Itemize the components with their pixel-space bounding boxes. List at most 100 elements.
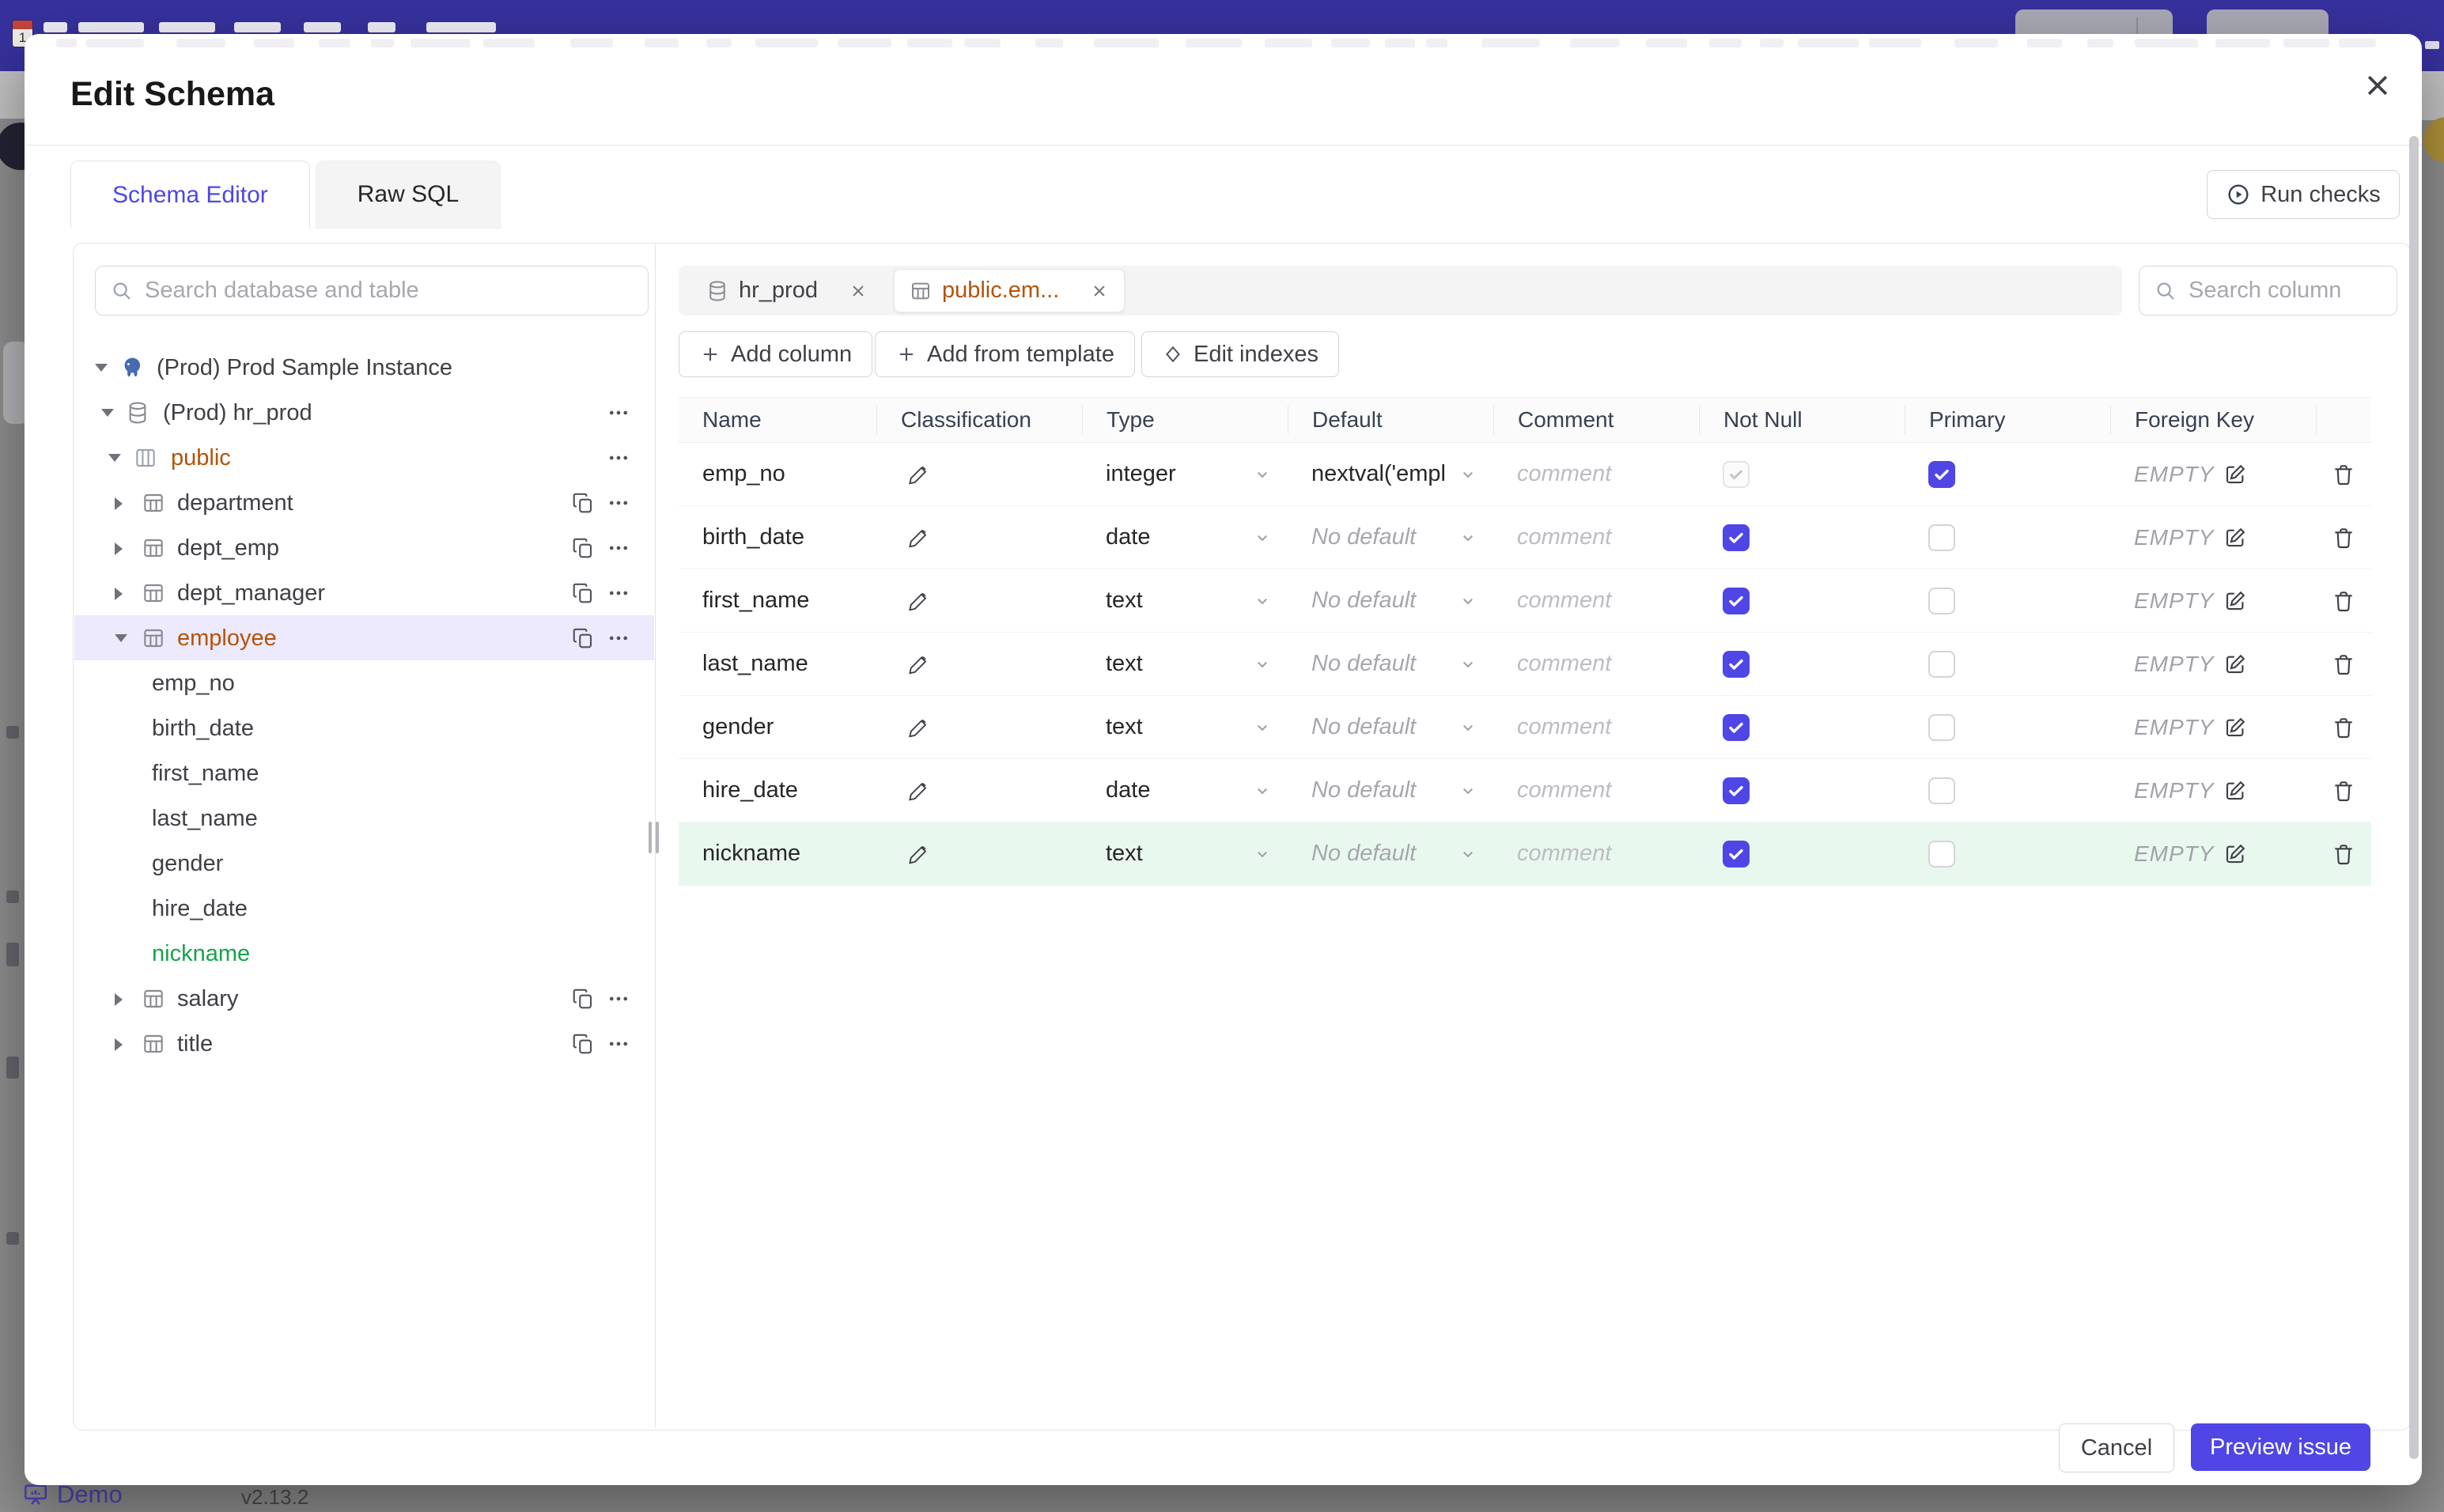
tab-schema-editor[interactable]: Schema Editor (70, 161, 310, 229)
type-cell[interactable]: text (1082, 633, 1288, 695)
copy-icon[interactable] (571, 987, 595, 1011)
preview-issue-button[interactable]: Preview issue (2191, 1423, 2370, 1471)
tab-chip-public-em[interactable]: public.em... (893, 269, 1126, 312)
chevron-down-icon[interactable] (95, 364, 108, 372)
column-name-cell[interactable]: nickname (679, 822, 876, 885)
type-cell[interactable]: text (1082, 822, 1288, 885)
search-input[interactable] (143, 277, 634, 304)
copy-icon[interactable] (571, 581, 595, 605)
trash-icon[interactable] (2331, 588, 2356, 614)
trash-icon[interactable] (2331, 652, 2356, 677)
tree-item-gender[interactable]: gender (74, 841, 654, 886)
pencil-icon[interactable] (906, 716, 930, 739)
tree-item-hire-date[interactable]: hire_date (74, 886, 654, 931)
primary-checkbox[interactable] (1928, 777, 1955, 804)
tree-item-public[interactable]: public (74, 435, 654, 480)
classification-cell[interactable] (876, 506, 1082, 569)
classification-cell[interactable] (876, 759, 1082, 822)
copy-icon[interactable] (571, 626, 595, 650)
trash-icon[interactable] (2331, 525, 2356, 550)
chevron-down-icon[interactable] (115, 634, 127, 642)
chevron-right-icon[interactable] (115, 993, 123, 1006)
cancel-button[interactable]: Cancel (2059, 1423, 2174, 1472)
comment-cell[interactable]: comment (1493, 633, 1699, 695)
pencil-icon[interactable] (906, 463, 930, 486)
tree-item-title[interactable]: title (74, 1021, 654, 1066)
not-null-checkbox[interactable] (1723, 524, 1750, 551)
chevron-down-icon[interactable] (108, 454, 121, 462)
default-cell[interactable]: nextval('employ (1288, 443, 1493, 505)
primary-checkbox[interactable] (1928, 460, 1955, 488)
classification-cell[interactable] (876, 696, 1082, 758)
default-cell[interactable]: No default (1288, 633, 1493, 695)
pencil-icon[interactable] (906, 589, 930, 613)
column-name-cell[interactable]: birth_date (679, 506, 876, 569)
classification-cell[interactable] (876, 633, 1082, 695)
classification-cell[interactable] (876, 822, 1082, 885)
type-cell[interactable]: integer (1082, 443, 1288, 505)
comment-cell[interactable]: comment (1493, 822, 1699, 885)
not-null-checkbox[interactable] (1723, 713, 1750, 741)
edit-icon[interactable] (2223, 842, 2247, 866)
comment-cell[interactable]: comment (1493, 569, 1699, 632)
tab-raw-sql[interactable]: Raw SQL (315, 161, 501, 229)
edit-icon[interactable] (2223, 652, 2247, 676)
more-menu-icon[interactable] (607, 446, 630, 470)
more-menu-icon[interactable] (607, 987, 630, 1011)
default-cell[interactable]: No default (1288, 822, 1493, 885)
chevron-right-icon[interactable] (115, 497, 123, 510)
not-null-checkbox[interactable] (1723, 650, 1750, 678)
column-name-cell[interactable]: hire_date (679, 759, 876, 822)
more-menu-icon[interactable] (607, 491, 630, 515)
more-menu-icon[interactable] (607, 536, 630, 560)
tree-item-nickname[interactable]: nickname (74, 931, 654, 976)
comment-cell[interactable]: comment (1493, 696, 1699, 758)
default-cell[interactable]: No default (1288, 569, 1493, 632)
pencil-icon[interactable] (906, 779, 930, 803)
edit-icon[interactable] (2223, 526, 2247, 550)
add-from-template-button[interactable]: Add from template (875, 331, 1135, 377)
close-icon[interactable] (2350, 58, 2405, 113)
copy-icon[interactable] (571, 536, 595, 560)
pencil-icon[interactable] (906, 842, 930, 866)
edit-icon[interactable] (2223, 463, 2247, 486)
trash-icon[interactable] (2331, 778, 2356, 803)
tree-item-salary[interactable]: salary (74, 976, 654, 1021)
comment-cell[interactable]: comment (1493, 759, 1699, 822)
tree-item-department[interactable]: department (74, 480, 654, 525)
column-name-cell[interactable]: gender (679, 696, 876, 758)
primary-checkbox[interactable] (1928, 524, 1955, 551)
primary-checkbox[interactable] (1928, 713, 1955, 741)
not-null-checkbox[interactable] (1723, 587, 1750, 614)
column-name-cell[interactable]: last_name (679, 633, 876, 695)
primary-checkbox[interactable] (1928, 650, 1955, 678)
not-null-checkbox[interactable] (1723, 840, 1750, 868)
chevron-down-icon[interactable] (101, 409, 114, 417)
pencil-icon[interactable] (906, 526, 930, 550)
more-menu-icon[interactable] (607, 401, 630, 425)
tree-item-first-name[interactable]: first_name (74, 750, 654, 796)
primary-checkbox[interactable] (1928, 840, 1955, 868)
default-cell[interactable]: No default (1288, 506, 1493, 569)
resize-handle[interactable] (649, 822, 659, 853)
column-search-input[interactable] (2187, 277, 2382, 304)
tree-item-prod-prod-sample-instance[interactable]: (Prod) Prod Sample Instance (74, 345, 654, 390)
copy-icon[interactable] (571, 491, 595, 515)
trash-icon[interactable] (2331, 462, 2356, 487)
tree-item-prod-hr-prod[interactable]: (Prod) hr_prod (74, 390, 654, 435)
default-cell[interactable]: No default (1288, 759, 1493, 822)
chevron-right-icon[interactable] (115, 1038, 123, 1051)
not-null-checkbox[interactable] (1723, 777, 1750, 804)
comment-cell[interactable]: comment (1493, 506, 1699, 569)
tree-item-employee[interactable]: employee (74, 615, 654, 660)
default-cell[interactable]: No default (1288, 696, 1493, 758)
type-cell[interactable]: text (1082, 696, 1288, 758)
not-null-checkbox[interactable] (1723, 460, 1750, 488)
column-name-cell[interactable]: emp_no (679, 443, 876, 505)
more-menu-icon[interactable] (607, 626, 630, 650)
more-menu-icon[interactable] (607, 1032, 630, 1056)
trash-icon[interactable] (2331, 715, 2356, 740)
more-menu-icon[interactable] (607, 581, 630, 605)
type-cell[interactable]: text (1082, 569, 1288, 632)
edit-indexes-button[interactable]: Edit indexes (1141, 331, 1339, 377)
